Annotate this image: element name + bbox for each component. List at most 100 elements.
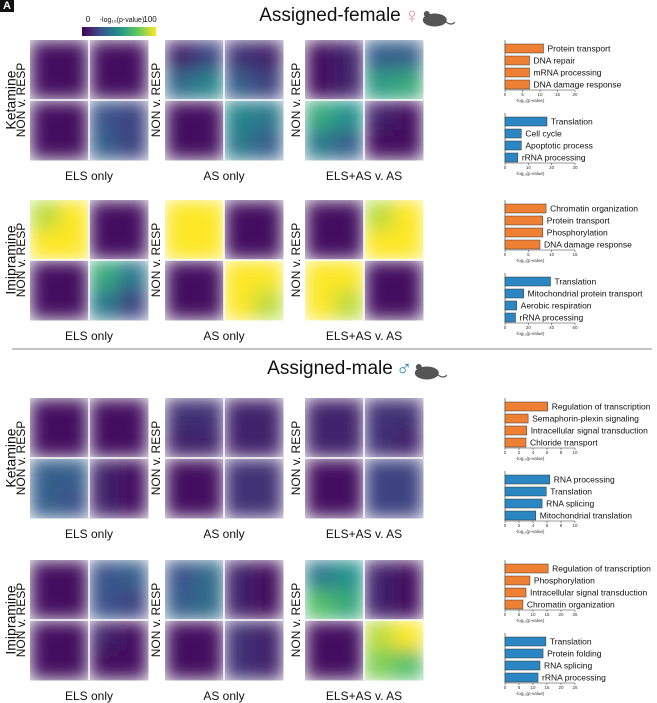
heatmap-cell [165, 560, 195, 591]
heatmap-quadrant [89, 200, 149, 261]
bar-label: Chromatin organization [550, 203, 638, 213]
mouse-icon [422, 11, 456, 27]
heatmap-quadrant [224, 40, 284, 101]
heatmap-cell [253, 488, 284, 519]
bar-label: Phosphorylation [534, 575, 595, 585]
bar-label: DNA damage response [534, 79, 622, 89]
heatmap-cell [89, 40, 119, 71]
section-title: Assigned-female [259, 5, 401, 26]
bar [504, 215, 544, 226]
bar-label: rRNA processing [520, 312, 584, 322]
heatmap-cell [305, 260, 335, 291]
heatmap-xlabel: AS only [203, 689, 244, 703]
heatmap-cell [89, 290, 119, 321]
heatmap-xlabel: ELS+AS v. AS [326, 527, 402, 541]
colorbar [82, 27, 156, 36]
heatmap-cell [30, 130, 60, 161]
heatmap-cell [194, 650, 225, 681]
x-tick-label: 40 [549, 325, 555, 330]
x-tick-label: 0 [504, 325, 507, 330]
heatmap-cell [59, 290, 90, 321]
x-tick-label: 2 [518, 450, 521, 455]
heatmap-cell [118, 100, 149, 131]
bar [504, 312, 516, 323]
heatmap-quadrant [364, 40, 424, 101]
heatmap-cell [364, 488, 394, 519]
heatmap-cell [305, 428, 335, 459]
heatmap-cell [194, 70, 225, 101]
heatmap-xlabel: ELS only [65, 169, 113, 183]
bar-label: Translation [550, 636, 592, 646]
bar [504, 79, 530, 90]
heatmap-cell [194, 290, 225, 321]
heatmap-cell [165, 398, 195, 429]
heatmap-cell [253, 620, 284, 651]
heatmap-cell [305, 620, 335, 651]
bar [504, 401, 548, 412]
heatmap-cell [118, 40, 149, 71]
heatmap-cell [393, 230, 424, 261]
heatmap-quadrant [165, 200, 225, 261]
x-tick-label: 20 [549, 165, 555, 170]
bar [504, 510, 537, 521]
heatmap-xlabel: AS only [203, 169, 244, 183]
heatmap-cell [165, 488, 195, 519]
heatmap-quadrant [224, 560, 284, 621]
heatmap-cell [334, 398, 365, 429]
bar [504, 116, 548, 127]
x-tick-label: 6 [546, 523, 549, 528]
heatmap-cell [393, 40, 424, 71]
x-tick-label: 15 [544, 685, 550, 690]
x-tick-label: 25 [572, 612, 578, 617]
heatmap-xlabel: AS only [203, 527, 244, 541]
heatmap-cell [118, 70, 149, 101]
bar [504, 437, 527, 448]
heatmap-quadrant [305, 560, 365, 621]
heatmap-cell [224, 100, 254, 131]
heatmap-cell [118, 620, 149, 651]
x-tick-label: 15 [572, 252, 578, 257]
heatmap-cell [305, 560, 335, 591]
panel-label-box [0, 0, 14, 12]
bar-label: Protein transport [547, 215, 610, 225]
heatmap-cell [194, 130, 225, 161]
bar [504, 587, 527, 598]
heatmap-cell [194, 230, 225, 261]
bar [504, 672, 539, 683]
x-tick-label: 0 [504, 450, 507, 455]
heatmap-cell [59, 260, 90, 291]
x-tick-label: 15 [555, 92, 561, 97]
heatmap-cell [364, 200, 394, 231]
heatmap-ylabel: NON v. RESP [289, 223, 303, 297]
heatmap-cell [194, 560, 225, 591]
x-axis-label: -log₁₀(p-value) [516, 691, 545, 696]
heatmap-cell [334, 488, 365, 519]
heatmap-cell [30, 488, 60, 519]
bar [504, 575, 531, 586]
x-tick-label: 5 [521, 92, 524, 97]
bar-label: Chromatin organization [527, 599, 615, 609]
heatmap-cell [253, 100, 284, 131]
heatmap-quadrant [89, 458, 149, 519]
bar-label: Mitochondrial translation [540, 510, 632, 520]
heatmap-cell [30, 100, 60, 131]
heatmap-cell [224, 620, 254, 651]
colorbar-max: 100 [143, 15, 157, 24]
heatmap-cell [165, 290, 195, 321]
heatmap-cell [118, 458, 149, 489]
heatmap-cell [89, 458, 119, 489]
mouse-icon [414, 364, 448, 380]
bar [504, 425, 527, 436]
heatmap-cell [118, 290, 149, 321]
heatmap-quadrant [30, 560, 90, 621]
heatmap-quadrant [30, 620, 90, 681]
x-axis-label: -log₁₀(p-value) [516, 171, 545, 176]
heatmap-cell [89, 100, 119, 131]
x-tick-label: 5 [527, 252, 530, 257]
heatmap-cell [59, 130, 90, 161]
heatmap-cell [194, 488, 225, 519]
heatmap-quadrant [364, 620, 424, 681]
heatmap-cell [393, 398, 424, 429]
bar-label: Intracellular signal transduction [531, 425, 648, 435]
